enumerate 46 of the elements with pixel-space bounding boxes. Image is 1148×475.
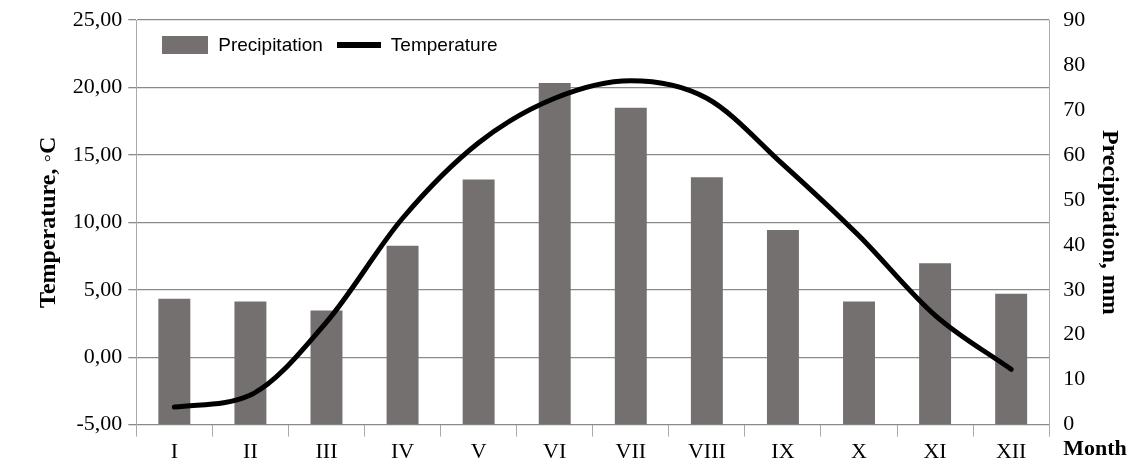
y-tick-label: 0,00 bbox=[83, 342, 123, 368]
x-tick-label: I bbox=[170, 437, 178, 463]
y2-tick-label: 30 bbox=[1063, 275, 1086, 301]
y2-tick-label: 80 bbox=[1063, 50, 1086, 76]
bar bbox=[614, 107, 647, 425]
bar bbox=[919, 263, 952, 425]
legend-label: Precipitation bbox=[218, 34, 323, 56]
y2-tick-label: 90 bbox=[1063, 5, 1086, 31]
y2-tick-label: 50 bbox=[1063, 185, 1086, 211]
x-tick-label: XII bbox=[995, 437, 1027, 463]
bar bbox=[158, 298, 191, 425]
x-tick-label: III bbox=[315, 437, 338, 463]
y-axis-title: Temperature, ◦C bbox=[33, 136, 60, 308]
bar bbox=[234, 301, 267, 425]
bar bbox=[766, 229, 799, 425]
y-tick-label: 15,00 bbox=[72, 140, 123, 166]
bar bbox=[690, 177, 723, 425]
x-tick-label: V bbox=[470, 437, 487, 463]
y2-tick-label: 0 bbox=[1063, 410, 1075, 436]
bar bbox=[538, 82, 571, 425]
y2-tick-label: 10 bbox=[1063, 365, 1086, 391]
y2-tick-label: 40 bbox=[1063, 230, 1086, 256]
legend-label: Temperature bbox=[390, 34, 498, 56]
x-tick-label: X bbox=[851, 437, 868, 463]
x-tick-label: IX bbox=[771, 437, 795, 463]
x-tick-label: IV bbox=[390, 437, 415, 463]
bar bbox=[310, 310, 343, 425]
y2-tick-label: 70 bbox=[1063, 95, 1086, 121]
bar bbox=[462, 179, 495, 425]
x-tick-label: XI bbox=[923, 437, 947, 463]
y2-tick-label: 20 bbox=[1063, 320, 1086, 346]
x-tick-label: VIII bbox=[687, 437, 726, 463]
y-tick-label: 10,00 bbox=[72, 208, 123, 234]
x-tick-label: VI bbox=[543, 437, 567, 463]
bar bbox=[843, 301, 875, 425]
y2-tick-label: 60 bbox=[1063, 140, 1086, 166]
y-tick-label: 25,00 bbox=[72, 5, 123, 31]
bar bbox=[386, 245, 419, 425]
y-tick-label: 20,00 bbox=[72, 73, 123, 99]
x-axis-title: Month bbox=[1063, 435, 1127, 461]
x-tick-label: II bbox=[243, 437, 258, 463]
x-tick-label: VII bbox=[615, 437, 647, 463]
y-tick-label: -5,00 bbox=[76, 410, 123, 436]
y2-axis-title: Precipitation, mm bbox=[1098, 129, 1125, 315]
y-tick-label: 5,00 bbox=[83, 275, 123, 301]
bar bbox=[995, 293, 1028, 425]
